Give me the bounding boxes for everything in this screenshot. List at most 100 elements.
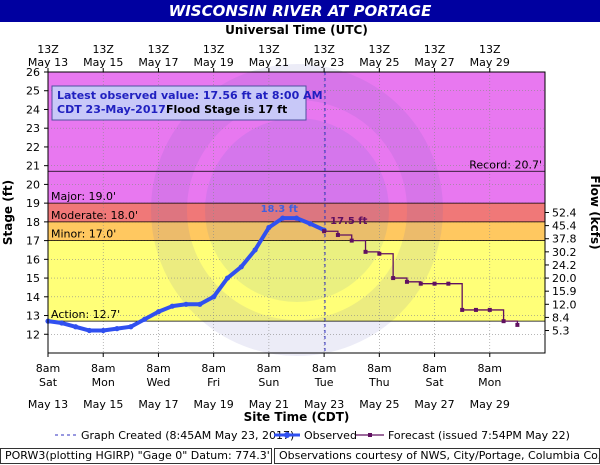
top-tick-date: May 13 (28, 56, 68, 69)
bottom-axis-title: Site Time (CDT) (244, 410, 350, 424)
observed-point (155, 309, 162, 315)
top-tick-date: May 15 (83, 56, 123, 69)
flow-tick-label: 30.2 (552, 246, 577, 259)
flow-tick-label: 45.4 (552, 220, 577, 233)
legend-observed-marker (284, 432, 290, 438)
hydrograph-chart: Major: 19.0' Moderate: 18.0' Minor: 17.0' A… (1, 23, 600, 442)
forecast-point (349, 238, 354, 243)
flow-tick-label: 15.9 (552, 285, 577, 298)
observed-point (266, 224, 272, 231)
band-minor (48, 221, 545, 241)
flow-tick-label: 8.4 (552, 311, 570, 324)
top-tick-date: May 19 (194, 56, 234, 69)
y-tick-label: 15 (26, 272, 40, 285)
noaa-seal-ring (151, 64, 443, 356)
observed-point (211, 294, 217, 300)
bottom-tick-day: Sun (258, 376, 279, 389)
y-tick-label: 24 (26, 103, 40, 116)
observed-point (183, 301, 189, 307)
info-flood-stage: Flood Stage is 17 ft (166, 103, 287, 116)
top-tick-label: 13Z (258, 43, 280, 56)
top-tick-label: 13Z (479, 43, 501, 56)
y-tick-label: 13 (26, 310, 40, 323)
footer-credits: Observations courtesy of NWS, City/Porta… (274, 448, 600, 464)
flow-tick-label: 12.0 (552, 298, 577, 311)
forecast-start-label: 17.5 ft (330, 216, 368, 227)
bottom-tick-time: 8am (201, 362, 225, 375)
bottom-tick-time: 8am (478, 362, 502, 375)
bottom-tick-day: Wed (146, 376, 170, 389)
forecast-point (446, 281, 451, 286)
y-tick-label: 23 (26, 122, 40, 135)
legend-forecast-marker (368, 433, 372, 437)
top-tick-label: 13Z (148, 43, 170, 56)
info-box (51, 85, 307, 121)
top-tick-label: 13Z (92, 43, 114, 56)
top-tick-date: May 17 (138, 56, 178, 69)
bottom-tick-date: May 15 (83, 398, 123, 411)
y-tick-label: 16 (26, 253, 40, 266)
top-tick-date: May 25 (359, 56, 399, 69)
observed-point (224, 275, 231, 281)
bottom-tick-date: May 13 (28, 398, 68, 411)
bottom-tick-day: Sat (426, 376, 445, 389)
bottom-tick-date: May 17 (138, 398, 178, 411)
threshold-label-major: Major: 19.0' (51, 190, 116, 203)
observed-point (59, 320, 65, 326)
top-axis-title: Universal Time (UTC) (225, 23, 368, 37)
bottom-tick-day: Sat (39, 376, 58, 389)
legend-created-label: Graph Created (8:45AM May 23, 2017) (81, 429, 294, 442)
forecast-point (501, 319, 506, 324)
legend-observed-label: Observed (304, 429, 357, 442)
forecast-point (391, 276, 396, 281)
y-tick-label: 12 (26, 328, 40, 341)
bottom-tick-date: May 29 (470, 398, 510, 411)
bottom-tick-day: Tue (314, 376, 334, 389)
observed-point (293, 215, 300, 221)
top-tick-date: May 27 (414, 56, 454, 69)
info-line-2: CDT 23-May-2017. (57, 103, 170, 116)
forecast-point (515, 322, 520, 327)
bottom-tick-time: 8am (367, 362, 391, 375)
forecast-point (418, 281, 423, 286)
bottom-tick-day: Mon (478, 376, 501, 389)
top-tick-label: 13Z (424, 43, 446, 56)
top-tick-date: May 29 (470, 56, 510, 69)
right-axis-title: Flow (kcfs) (588, 175, 600, 249)
observed-point (114, 326, 120, 332)
top-tick-label: 13Z (203, 43, 225, 56)
y-tick-label: 21 (26, 160, 40, 173)
left-axis-title: Stage (ft) (1, 180, 15, 245)
bottom-tick-time: 8am (257, 362, 281, 375)
forecast-point (487, 307, 492, 312)
forecast-point (335, 232, 340, 237)
forecast-point (460, 307, 465, 312)
observed-point (128, 324, 134, 330)
y-tick-label: 18 (26, 216, 40, 229)
info-line-1: Latest observed value: 17.56 ft at 8:00 … (57, 89, 323, 102)
chart-title: WISCONSIN RIVER AT PORTAGE (0, 0, 600, 22)
forecast-point (404, 279, 409, 284)
threshold-label-action: Action: 12.7' (51, 308, 120, 321)
y-tick-label: 25 (26, 85, 40, 98)
y-tick-label: 20 (26, 178, 40, 191)
observed-point (307, 221, 313, 227)
forecast-point (322, 229, 327, 234)
top-tick-label: 13Z (369, 43, 391, 56)
record-label: Record: 20.7' (469, 158, 542, 171)
forecast-point (473, 307, 478, 312)
observed-point (238, 264, 244, 270)
threshold-label-minor: Minor: 17.0' (51, 228, 116, 241)
observed-point (169, 303, 175, 309)
top-tick-label: 13Z (313, 43, 335, 56)
top-tick-date: May 21 (249, 56, 289, 69)
forecast-point (432, 281, 437, 286)
legend-forecast-label: Forecast (issued 7:54PM May 22) (388, 429, 570, 442)
threshold-label-moderate: Moderate: 18.0' (51, 209, 138, 222)
bottom-tick-time: 8am (146, 362, 170, 375)
bottom-tick-time: 8am (36, 362, 60, 375)
band-moderate (48, 203, 545, 222)
y-tick-label: 19 (26, 197, 40, 210)
bottom-tick-date: May 21 (249, 398, 289, 411)
bottom-tick-day: Thu (368, 376, 390, 389)
